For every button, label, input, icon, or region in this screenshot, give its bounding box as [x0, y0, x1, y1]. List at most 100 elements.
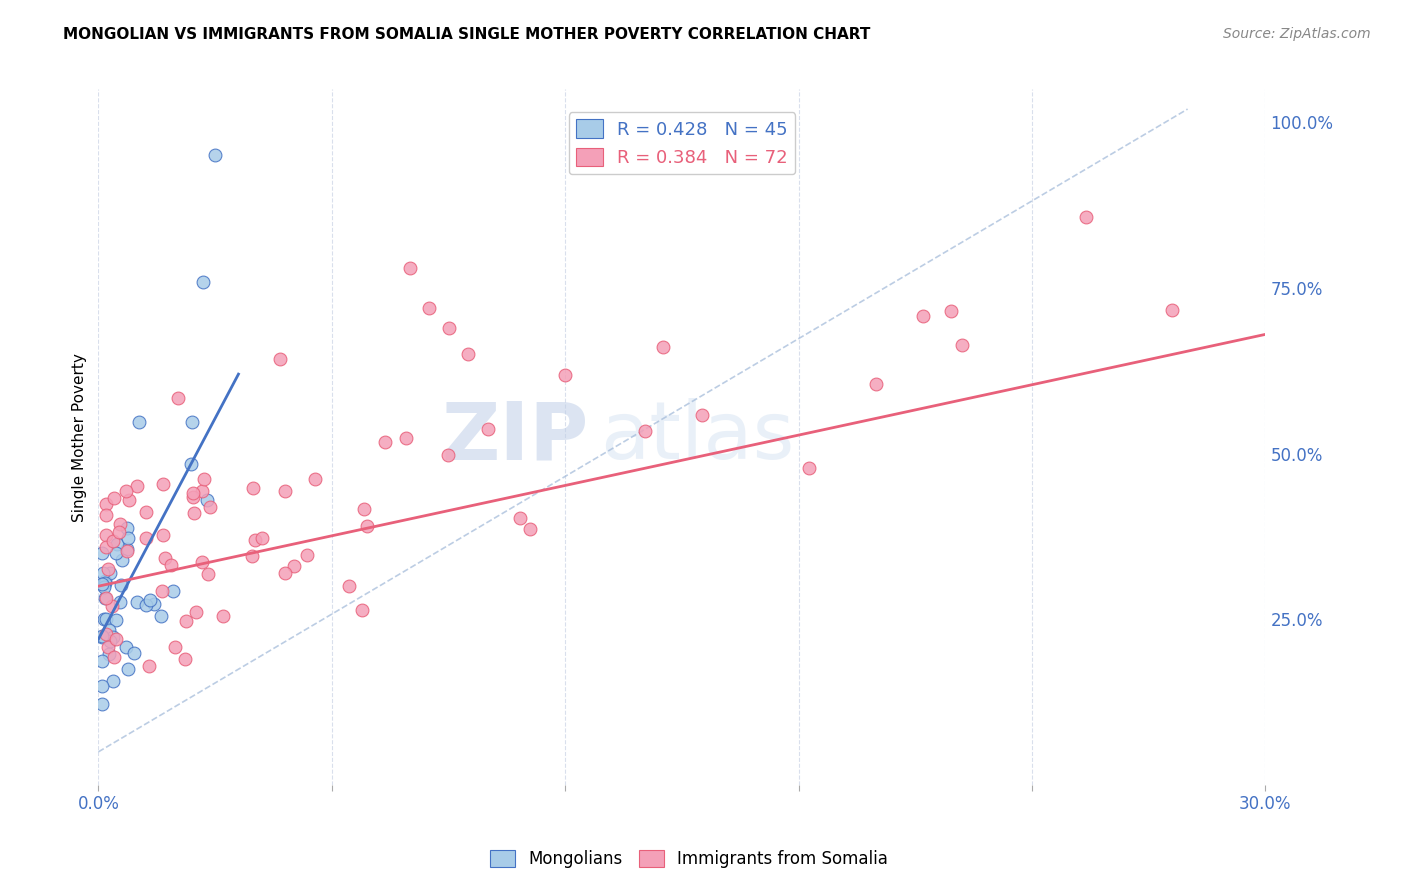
Point: [93, 591, 115, 605]
Point: [337, 579, 360, 593]
Point: [350, 602, 373, 616]
Point: [181, 415, 204, 429]
Point: [96, 497, 118, 511]
Point: [117, 531, 139, 545]
Point: [98, 647, 121, 661]
Point: [634, 424, 657, 438]
Point: [418, 301, 440, 315]
Point: [162, 584, 184, 599]
Point: [98, 634, 121, 648]
Point: [117, 662, 139, 676]
Point: [135, 532, 157, 546]
Point: [96, 627, 118, 641]
Point: [197, 493, 219, 508]
Point: [477, 422, 499, 436]
Point: [96, 541, 118, 555]
Point: [243, 533, 266, 547]
Point: [180, 457, 202, 471]
Point: [127, 479, 149, 493]
Point: [91, 546, 114, 560]
Point: [105, 632, 128, 647]
Point: [1161, 303, 1184, 318]
Point: [204, 148, 226, 162]
Point: [98, 566, 121, 580]
Point: [184, 605, 207, 619]
Point: [274, 566, 297, 580]
Point: [193, 275, 215, 289]
Point: [124, 646, 146, 660]
Point: [174, 652, 197, 666]
Point: [374, 435, 396, 450]
Point: [115, 542, 138, 557]
Point: [152, 476, 174, 491]
Point: [160, 558, 183, 572]
Point: [101, 630, 124, 644]
Point: [690, 408, 713, 422]
Point: [115, 520, 138, 534]
Point: [103, 491, 125, 506]
Point: [108, 595, 131, 609]
Point: [94, 576, 117, 591]
Point: [125, 595, 148, 609]
Point: [91, 630, 114, 644]
Text: Source: ZipAtlas.com: Source: ZipAtlas.com: [1223, 27, 1371, 41]
Point: [108, 517, 131, 532]
Point: [110, 578, 132, 592]
Point: [98, 624, 121, 638]
Point: [91, 577, 114, 591]
Point: [519, 523, 541, 537]
Point: [135, 599, 157, 613]
Point: [128, 415, 150, 429]
Point: [105, 537, 128, 551]
Point: [1074, 210, 1097, 224]
Point: [97, 640, 120, 654]
Point: [509, 511, 531, 525]
Point: [297, 549, 319, 563]
Point: [150, 584, 173, 599]
Legend: Mongolians, Immigrants from Somalia: Mongolians, Immigrants from Somalia: [484, 843, 894, 875]
Point: [139, 593, 162, 607]
Point: [115, 640, 138, 654]
Point: [181, 485, 204, 500]
Point: [176, 614, 198, 628]
Point: [93, 580, 115, 594]
Point: [152, 528, 174, 542]
Point: [103, 534, 125, 549]
Point: [457, 347, 479, 361]
Point: [191, 555, 214, 569]
Point: [198, 500, 221, 514]
Point: [93, 574, 115, 589]
Point: [91, 566, 114, 580]
Point: [353, 501, 375, 516]
Point: [153, 550, 176, 565]
Point: [193, 472, 215, 486]
Point: [242, 481, 264, 495]
Point: [212, 608, 235, 623]
Point: [115, 484, 138, 499]
Point: [252, 531, 274, 545]
Point: [97, 561, 120, 575]
Point: [554, 368, 576, 383]
Point: [143, 598, 166, 612]
Point: [167, 391, 190, 405]
Point: [197, 567, 219, 582]
Point: [437, 448, 460, 462]
Point: [138, 659, 160, 673]
Point: [105, 613, 128, 627]
Point: [117, 492, 139, 507]
Point: [150, 609, 173, 624]
Point: [93, 611, 115, 625]
Point: [394, 431, 416, 445]
Text: atlas: atlas: [600, 398, 794, 476]
Point: [135, 505, 157, 519]
Point: [96, 508, 118, 522]
Point: [304, 472, 326, 486]
Point: [93, 576, 115, 591]
Point: [91, 697, 114, 711]
Point: [950, 338, 973, 352]
Point: [94, 612, 117, 626]
Point: [96, 591, 118, 605]
Point: [181, 490, 204, 504]
Point: [939, 303, 962, 318]
Point: [190, 483, 212, 498]
